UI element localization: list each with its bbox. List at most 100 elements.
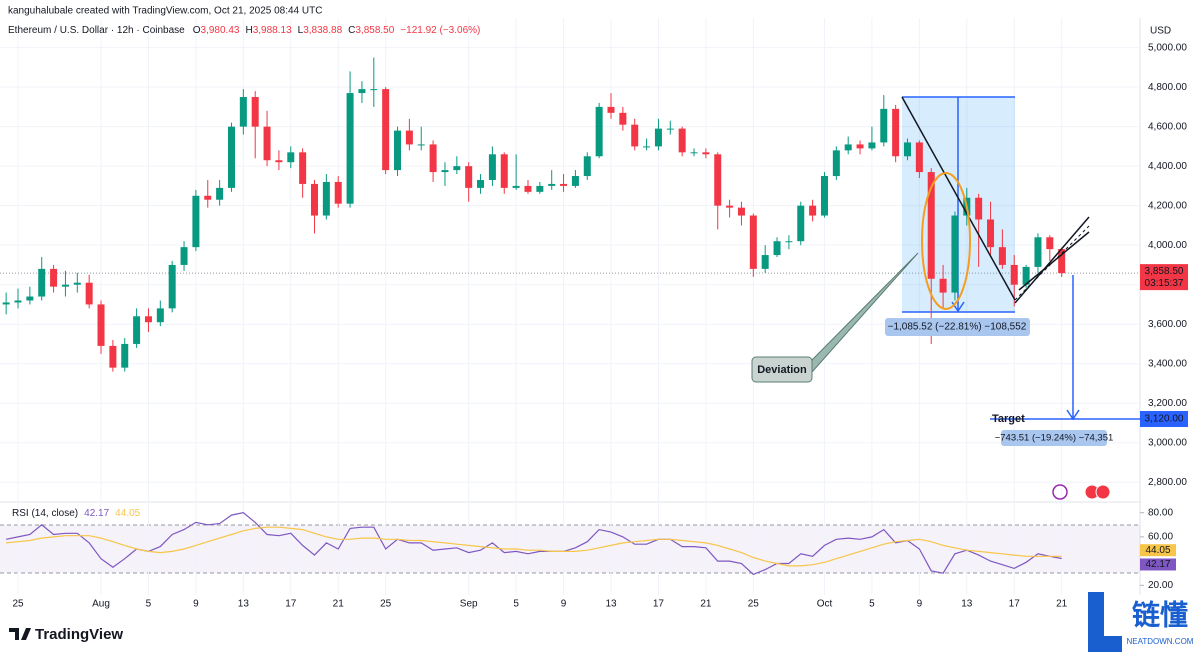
logo: TradingView [9,626,123,643]
candle-body [560,183,568,186]
x-tick-label: 5 [146,599,152,610]
candle-body [227,126,235,188]
candle-body [678,128,686,153]
candle-body [156,308,164,323]
candle-body [820,176,828,216]
rsi-line [6,526,1062,567]
x-tick-label: 9 [193,599,199,610]
candle-body [998,247,1006,265]
candle-body [571,176,579,186]
rsi-value-label: 44.05 [1145,545,1170,556]
measure-label-box [1001,430,1107,446]
rsi-value-box [1140,544,1176,557]
candle-body [548,183,556,186]
candle-body [737,207,745,216]
logo-mark [9,628,31,640]
credit: kanguhalubale created with TradingView.c… [8,6,322,17]
candle-body [690,152,698,154]
ohlc-key: H [245,25,252,36]
candle-body [358,89,366,94]
rsi-value: 42.17 [84,508,109,519]
candle-body [832,150,840,177]
candle-body [892,108,900,157]
x-tick-label: 17 [1009,599,1021,610]
x-tick-label: 13 [605,599,617,610]
candle-body [880,108,888,143]
candle-body [524,185,532,192]
candle-body [1022,266,1030,285]
candle-body [239,97,247,127]
currency: USD [1150,26,1171,37]
x-tick-label: 5 [869,599,875,610]
ohlc-key: L [298,25,304,36]
candle-body [631,124,639,147]
candle-body [26,296,34,301]
symbol: Ethereum / U.S. Dollar · 12h · Coinbase [8,25,185,36]
candle-body [702,152,710,155]
x-tick-label: 21 [1056,599,1068,610]
logo-text: TradingView [35,626,123,643]
candle-body [14,300,22,303]
candle-body [275,160,283,163]
countdown: 03:15:37 [1145,278,1184,289]
y-tick-label: 4,600.00 [1148,121,1187,132]
event-icon[interactable] [1095,484,1111,500]
candle-body [370,89,378,91]
candle-body [133,316,141,344]
rsi-value: 44.05 [115,508,140,519]
watermark: 链懂 NEATDOWN.COM [1088,592,1194,652]
candle-body [749,215,757,269]
last-price-box [1140,264,1188,291]
candle-body [251,97,259,127]
axes: 2,800.00 3,000.00 3,200.00 3,400.00 3,600.00… [12,42,1188,610]
rsi-value-label: 42.17 [1145,559,1170,570]
y-tick-label: 5,000.00 [1148,42,1187,53]
candle-body [394,130,402,171]
candle-body [322,181,330,216]
candle-body [299,152,307,184]
candle-body [144,316,152,323]
event-icon[interactable] [1052,484,1068,500]
candle-body [761,255,769,269]
callout-text: Deviation [757,364,807,376]
deviation-ellipse [921,172,971,310]
candle-body [595,106,603,157]
candle-body [1046,237,1054,250]
candle-body [654,128,662,147]
candle-body [987,219,995,248]
candle-body [1010,264,1018,285]
candle-body [263,126,271,161]
candle-body [180,247,188,265]
watermark-site: NEATDOWN.COM [1127,637,1194,646]
x-tick-label: 9 [561,599,567,610]
candle-body [405,130,413,145]
candle-body [488,154,496,180]
y-tick-label: 4,000.00 [1148,240,1187,251]
candle-body [121,343,129,368]
candle-body [714,154,722,206]
candle-body [939,278,947,293]
candle-body [512,185,520,188]
candle-body [536,185,544,192]
candles [2,57,1066,372]
candle-body [868,142,876,149]
candle-body [844,144,852,151]
candle-body [643,146,651,148]
ohlc-key: O [193,25,201,36]
candle-body [975,197,983,220]
x-tick-label: 9 [917,599,923,610]
candle-body [192,195,200,248]
candle-body [429,144,437,173]
trend-line [901,96,1016,301]
candle-body [334,181,342,204]
target-text: Target [992,413,1025,425]
rsi-pane [5,512,1062,576]
candle-body [2,302,10,305]
measure-label-box [885,318,1030,336]
candle-body [1058,249,1066,274]
candle-body [465,166,473,188]
x-tick-label: Sep [460,599,478,610]
candle-body [607,106,615,113]
candle-body [666,128,674,130]
